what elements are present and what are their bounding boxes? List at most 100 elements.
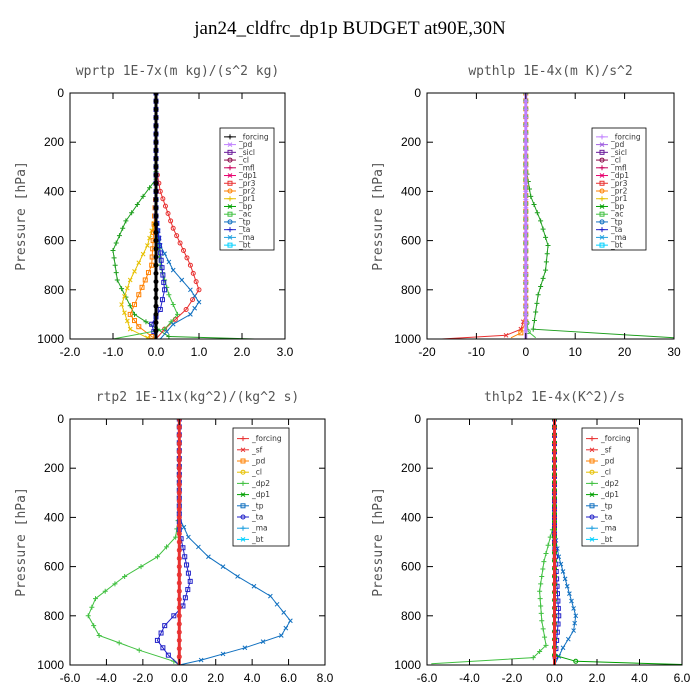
- legend-marker: [240, 537, 246, 542]
- x-tick-label: -6.0: [417, 671, 438, 685]
- panel-title: rtp2 1E-11x(kg^2)/(kg^2 s): [96, 390, 300, 405]
- series-marker: [552, 514, 557, 520]
- x-tick-label: -20: [418, 345, 436, 359]
- legend-label: _pr3: [610, 179, 628, 188]
- axes-frame: [69, 92, 286, 340]
- series-line-dp1: [431, 419, 555, 665]
- legend-label: _cl: [238, 156, 249, 165]
- series-marker: [176, 547, 182, 553]
- series-marker: [153, 238, 159, 244]
- series-marker: [176, 482, 182, 488]
- y-tick-label: 0: [414, 412, 421, 426]
- series-marker: [571, 628, 576, 633]
- series-marker: [530, 655, 536, 661]
- series-marker: [535, 292, 541, 298]
- legend-label: _tp: [251, 501, 264, 510]
- series-marker: [552, 596, 557, 602]
- panel-wpthlp: wpthlp 1E-4x(m K)/s^2 Pressure [hPa] -20 -1…: [371, 64, 681, 359]
- series-marker: [176, 424, 182, 430]
- y-tick-label: 800: [401, 283, 421, 297]
- legend-label: _pd: [238, 140, 253, 149]
- series-marker: [543, 259, 549, 265]
- series-marker: [158, 630, 164, 636]
- legend-marker: [599, 211, 605, 217]
- panel-title: wpthlp 1E-4x(m K)/s^2: [468, 64, 632, 79]
- series-marker: [147, 185, 153, 191]
- legend-label: _mfl: [238, 163, 255, 172]
- series-marker: [184, 562, 190, 568]
- series-marker: [165, 211, 171, 217]
- series-marker: [164, 329, 170, 334]
- legend-marker: [589, 492, 595, 497]
- series-marker: [116, 640, 122, 646]
- legend-marker: [240, 525, 246, 531]
- legend-marker: [240, 436, 246, 442]
- x-tick-label: 1.0: [191, 345, 208, 359]
- series-marker: [91, 623, 97, 629]
- series-marker: [136, 260, 142, 266]
- series-marker: [573, 613, 579, 619]
- series-marker: [89, 604, 95, 610]
- y-tick-label: 1000: [394, 332, 421, 346]
- series-marker: [558, 561, 564, 567]
- legend-label: _bt: [600, 535, 613, 544]
- series-marker: [523, 180, 529, 186]
- series-marker: [523, 205, 529, 211]
- series-marker: [160, 272, 166, 278]
- series-marker: [192, 305, 198, 311]
- series-marker: [124, 285, 130, 291]
- series-marker: [176, 539, 182, 545]
- legend-label: _forcing: [610, 132, 641, 141]
- series-marker: [153, 172, 159, 178]
- y-tick-label: 800: [44, 609, 64, 623]
- series-marker: [184, 255, 190, 261]
- legend: _forcing _sf _pd _cl _dp2 _dp1 _tp _ta _ma _bt: [581, 427, 639, 547]
- y-tick-label: 200: [44, 135, 64, 149]
- series-marker: [132, 268, 137, 274]
- legend-label: _pr1: [238, 194, 256, 203]
- series-marker: [140, 251, 146, 257]
- series-marker: [153, 98, 159, 104]
- series-marker: [193, 279, 199, 285]
- legend-marker: [589, 458, 595, 464]
- x-tick-label: -10: [468, 345, 486, 359]
- series-marker: [161, 279, 167, 285]
- series-marker: [288, 618, 293, 624]
- series-marker: [176, 596, 182, 602]
- legend-marker: [227, 219, 233, 225]
- legend-label: _dp1: [610, 171, 629, 180]
- legend-label: _pr1: [610, 194, 628, 203]
- series-marker: [154, 554, 160, 560]
- series-marker: [523, 287, 529, 293]
- panel-wprtp: wprtp 1E-7x(m kg)/(s^2 kg) Pressure [hPa]…: [14, 64, 294, 359]
- series-marker: [552, 539, 557, 545]
- series-marker: [166, 292, 172, 298]
- series-marker: [523, 238, 529, 244]
- x-tick-label: -4.0: [96, 671, 117, 685]
- y-tick-label: 600: [401, 234, 421, 248]
- panel-thlp2: thlp2 1E-4x(K^2)/s Pressure [hPa] -6.0 -4.0…: [371, 390, 691, 685]
- legend-marker: [227, 196, 233, 202]
- x-tick-label: 3.0: [277, 345, 294, 359]
- legend-marker: [227, 180, 233, 186]
- series-marker: [127, 277, 133, 283]
- y-tick-label: 0: [414, 86, 421, 100]
- legend-marker: [589, 514, 595, 520]
- series-marker: [145, 335, 150, 339]
- legend-marker: [227, 227, 233, 233]
- legend-label: _ac: [610, 210, 623, 219]
- x-tick-label: 10: [569, 345, 583, 359]
- legend-marker: [589, 469, 595, 475]
- series-marker: [523, 164, 529, 170]
- legend-marker: [599, 173, 605, 178]
- series-marker: [176, 523, 182, 529]
- series-marker: [113, 240, 119, 246]
- series-marker: [153, 123, 159, 129]
- series-marker: [153, 147, 159, 153]
- series-marker: [523, 131, 529, 137]
- series-marker: [523, 156, 529, 162]
- series-marker: [153, 131, 159, 137]
- legend-marker: [599, 165, 605, 171]
- series-marker: [134, 202, 140, 208]
